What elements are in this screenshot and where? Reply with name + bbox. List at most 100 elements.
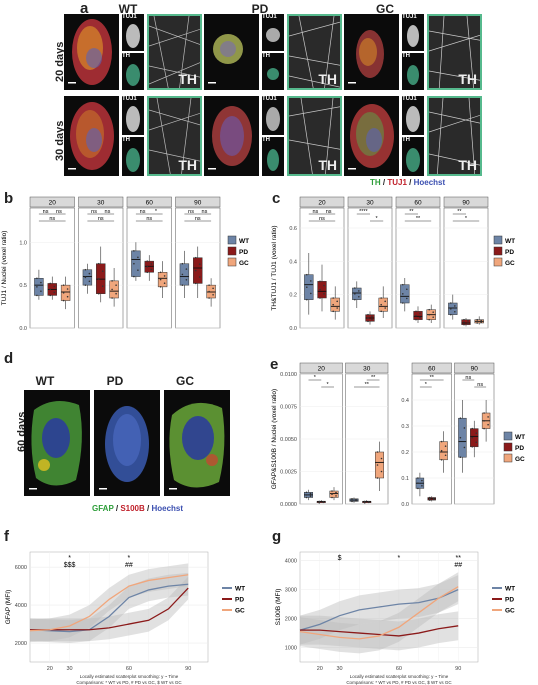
- data-point: [415, 314, 417, 317]
- chart-caption: Comparisons: * WT vs PD, # PD vs GC, $ W…: [346, 680, 452, 685]
- y-tick-label: 4000: [15, 603, 27, 609]
- data-point: [367, 320, 369, 323]
- legend-label: PD: [505, 597, 514, 604]
- data-point: [421, 485, 423, 487]
- data-point: [62, 292, 65, 294]
- group-header-gc: GC: [376, 2, 394, 16]
- data-point: [351, 500, 353, 503]
- data-point: [428, 313, 430, 316]
- facet-strip: [443, 196, 489, 208]
- x-tick-label: 60: [126, 666, 132, 672]
- significance-annotation: $$$: [64, 562, 76, 569]
- y-tick-label: 0.2: [401, 450, 409, 456]
- tuj1-tile-wt-30d: TUJ1: [122, 96, 144, 135]
- data-point: [212, 293, 214, 296]
- chart-b: TUJ1 / Nuclei (voxel ratio)0.00.51.020ns…: [1, 196, 249, 332]
- facet-label: 60: [428, 366, 436, 373]
- significance-label: ns: [146, 216, 152, 222]
- data-point: [146, 271, 149, 274]
- data-point: [351, 498, 353, 500]
- data-point: [331, 496, 333, 499]
- data-point: [363, 500, 366, 503]
- box-body: [157, 272, 168, 288]
- zoom-inset-pd-30d: TH: [287, 96, 342, 176]
- data-point: [421, 479, 423, 482]
- legend-key: [227, 235, 237, 245]
- organoid-image-wt-30d: [64, 96, 119, 176]
- data-point: [483, 427, 485, 430]
- box-body: [448, 302, 458, 315]
- organoid-image-pd-30d: [204, 96, 259, 176]
- group-header-wt: WT: [118, 2, 138, 16]
- data-point: [463, 427, 466, 429]
- data-point: [88, 272, 91, 275]
- data-point: [428, 318, 430, 321]
- data-point: [163, 282, 166, 285]
- y-tick-label: 0.0: [289, 326, 297, 332]
- y-tick-label: 3000: [285, 588, 297, 594]
- confidence-band: [30, 576, 189, 642]
- data-point: [133, 262, 135, 265]
- significance-label: *: [327, 382, 330, 388]
- data-point: [331, 490, 333, 492]
- data-point: [417, 477, 419, 479]
- data-point: [463, 323, 465, 326]
- data-point: [49, 288, 52, 291]
- data-point: [428, 308, 430, 311]
- data-point: [306, 286, 308, 288]
- data-point: [384, 307, 386, 309]
- data-point: [111, 280, 113, 282]
- significance-label: ns: [140, 209, 146, 215]
- zoom-inset-pd-20d: TH: [287, 14, 342, 90]
- data-point: [476, 318, 478, 321]
- data-point: [483, 420, 485, 422]
- data-point: [322, 500, 325, 503]
- data-point: [208, 297, 210, 299]
- box-body: [82, 269, 93, 286]
- facet-label: 20: [49, 200, 57, 207]
- significance-label: ns: [188, 209, 194, 215]
- panel-g-label: g: [272, 528, 282, 545]
- panel-d-stain-legend: GFAP / S100B / Hoechst: [92, 504, 184, 513]
- data-point: [101, 285, 104, 288]
- data-point: [371, 318, 373, 321]
- data-point: [97, 262, 100, 265]
- data-point: [354, 287, 356, 289]
- y-tick-label: 0.2: [289, 293, 297, 299]
- data-point: [432, 311, 434, 313]
- data-point: [480, 319, 482, 322]
- data-point: [319, 288, 321, 291]
- data-point: [40, 281, 42, 284]
- chart-caption: Locally estimated scatterplot smoothing:…: [350, 674, 449, 679]
- x-tick-label: 20: [47, 666, 53, 672]
- data-point: [84, 284, 87, 286]
- chart-c: TH&TUJ1 / TUJ1 (voxel ratio) 0.0 0.2 0.4 0.6…: [271, 196, 515, 332]
- data-point: [84, 268, 87, 271]
- data-point: [198, 263, 201, 265]
- data-point: [351, 499, 353, 501]
- chart-e: GFAP&S100B / Nuclei (voxel ratio) 0.0000 0…: [271, 362, 525, 508]
- panel-e-label: e: [270, 356, 279, 373]
- th-tile-pd-20d: TH: [262, 53, 284, 90]
- box-body: [179, 263, 190, 286]
- legend-key: [227, 257, 237, 267]
- box-body: [439, 441, 448, 461]
- data-point: [415, 310, 417, 313]
- data-point: [49, 282, 52, 285]
- y-tick-label: 0.0050: [280, 437, 297, 443]
- facet-label: 60: [146, 200, 154, 207]
- significance-label: *: [425, 382, 428, 388]
- y-tick-label: 0.4: [401, 398, 409, 404]
- y-axis-label: S100B (MFI): [275, 589, 282, 626]
- data-point: [159, 278, 162, 281]
- data-point: [40, 290, 42, 292]
- data-point: [36, 286, 38, 288]
- data-point: [49, 294, 52, 297]
- th-tile-wt-30d: TH: [122, 137, 144, 176]
- facet-panel: [29, 207, 75, 329]
- data-point: [384, 300, 386, 303]
- series-line-gc: [299, 586, 459, 640]
- micrograph-grid: TUJ1 TH TH TUJ1 TH TH TUJ1 TH TH TUJ1 TH…: [64, 14, 538, 184]
- data-point: [53, 285, 56, 288]
- series-line-wt: [299, 589, 459, 631]
